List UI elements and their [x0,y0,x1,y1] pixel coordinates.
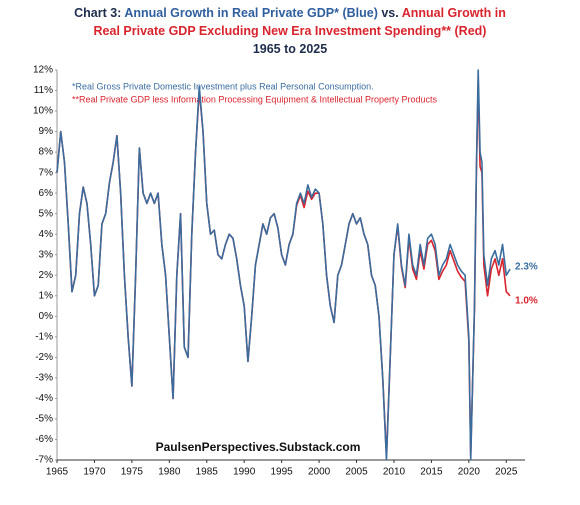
y-tick-label: -5% [35,414,53,425]
end-label: 2.3% [515,262,538,273]
title-part: Annual Growth in [402,6,506,20]
y-tick-label: -3% [35,373,53,384]
chart-title: 1965 to 2025 [253,42,327,56]
y-tick-label: 12% [33,65,53,76]
y-tick-label: 7% [39,167,54,178]
y-tick-label: -1% [35,331,53,342]
title-part: 1965 to 2025 [253,42,327,56]
x-tick-label: 2010 [383,467,406,478]
x-tick-label: 2015 [420,467,443,478]
title-part: Chart 3: [74,6,124,20]
x-tick-label: 1995 [271,467,294,478]
y-tick-label: 3% [39,249,54,260]
x-tick-label: 1975 [121,467,144,478]
note: *Real Gross Private Domestic Investment … [72,81,374,91]
x-tick-label: 1980 [158,467,181,478]
y-tick-label: 5% [39,208,54,219]
y-tick-label: 4% [39,229,54,240]
x-tick-label: 1970 [83,467,106,478]
y-tick-label: 9% [39,126,54,137]
x-tick-label: 2000 [308,467,331,478]
y-tick-label: 11% [34,85,53,96]
series-line [56,69,511,461]
y-tick-label: 1% [39,290,54,301]
title-part: Annual Growth in Real Private GDP* (Blue… [124,6,378,20]
x-tick-label: 1965 [46,467,69,478]
y-tick-label: 2% [39,270,54,281]
x-tick-label: 1985 [196,467,219,478]
y-tick-label: -6% [35,434,53,445]
x-tick-label: 2005 [345,467,368,478]
title-part: Real Private GDP Excluding New Era Inves… [94,24,487,38]
note: **Real Private GDP less Information Proc… [72,94,438,104]
x-tick-label: 2020 [458,467,481,478]
title-part: vs. [378,6,402,20]
y-tick-label: -4% [35,393,53,404]
chart-title: Real Private GDP Excluding New Era Inves… [94,24,487,38]
x-tick-label: 1990 [233,467,256,478]
y-tick-label: -2% [35,352,53,363]
chart-title: Chart 3: Annual Growth in Real Private G… [74,6,506,20]
y-tick-label: -7% [35,455,53,466]
y-tick-label: 6% [39,188,54,199]
source: PaulsenPerspectives.Substack.com [156,440,361,454]
end-label: 1.0% [515,295,538,306]
y-tick-label: 10% [33,106,53,117]
x-tick-label: 2025 [495,467,518,478]
y-tick-label: 8% [39,147,54,158]
y-tick-label: 0% [39,311,54,322]
